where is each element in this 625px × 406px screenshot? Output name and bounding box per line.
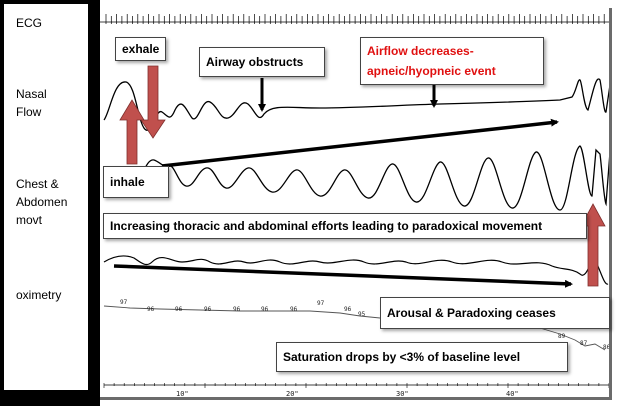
nasal-flow-label: Nasal Flow <box>16 85 47 121</box>
abdomen-effort-trace <box>103 255 609 285</box>
chest-abdomen-label: Chest & Abdomen movt <box>16 175 67 229</box>
trace-label-panel <box>0 0 100 406</box>
arousal-callout: Arousal & Paradoxing ceases <box>380 297 610 329</box>
inhale-callout: inhale <box>103 166 169 198</box>
airflow-decreases-line-1: Airflow decreases- <box>367 44 474 58</box>
chest-abdomen-label-line-1: Chest & <box>16 177 59 191</box>
saturation-value: 86 <box>603 344 611 351</box>
inhale-arrow <box>119 99 145 165</box>
saturation-value: 96 <box>147 306 155 313</box>
time-axis <box>103 383 610 388</box>
chest-abdomen-label-line-2: Abdomen <box>16 195 68 209</box>
effort-trend-arrow <box>161 118 559 168</box>
airflow-decreases-line-2: apneic/hyopneic event <box>367 64 496 78</box>
time-tick-label: 20" <box>286 390 299 398</box>
time-axis-labels: 10" 20" 30" 40" <box>176 390 519 398</box>
plot-frame <box>100 8 612 400</box>
ecg-trace <box>100 14 612 24</box>
polysomnography-traces: 979696969696969796959591898786 10"20"30"… <box>100 14 612 398</box>
ecg-label: ECG <box>16 16 43 30</box>
saturation-value: 97 <box>317 300 325 307</box>
saturation-value: 96 <box>261 306 269 313</box>
chest-abdomen-label-line-3: movt <box>16 213 43 227</box>
airway-obstructs-callout: Airway obstructs <box>199 47 325 77</box>
saturation-value: 96 <box>175 306 183 313</box>
nasal-flow-label-line-1: Nasal <box>16 87 47 101</box>
time-tick-label: 30" <box>396 390 409 398</box>
saturation-value: 96 <box>233 306 241 313</box>
trace-label-column <box>4 4 88 390</box>
airflow-decreases-callout: Airflow decreases- apneic/hyopneic event <box>360 37 544 85</box>
saturation-value: 96 <box>204 306 212 313</box>
saturation-value: 89 <box>558 333 566 340</box>
exhale-callout: exhale <box>115 37 167 61</box>
paradoxical-movement-callout: Increasing thoracic and abdominal effort… <box>103 213 587 239</box>
nasal-flow-trace <box>103 78 611 131</box>
oximetry-label: oximetry <box>16 288 62 302</box>
saturation-value: 96 <box>290 306 298 313</box>
nasal-flow-label-line-2: Flow <box>16 105 42 119</box>
exhale-arrow <box>140 65 166 139</box>
saturation-drop-callout: Saturation drops by <3% of baseline leve… <box>276 342 568 372</box>
saturation-value: 97 <box>120 299 128 306</box>
time-tick-label: 40" <box>506 390 519 398</box>
saturation-value: 95 <box>358 311 366 318</box>
oximetry-trend-arrow <box>113 264 573 288</box>
time-tick-label: 10" <box>176 390 189 398</box>
saturation-value: 96 <box>344 306 352 313</box>
saturation-value: 87 <box>580 340 588 347</box>
